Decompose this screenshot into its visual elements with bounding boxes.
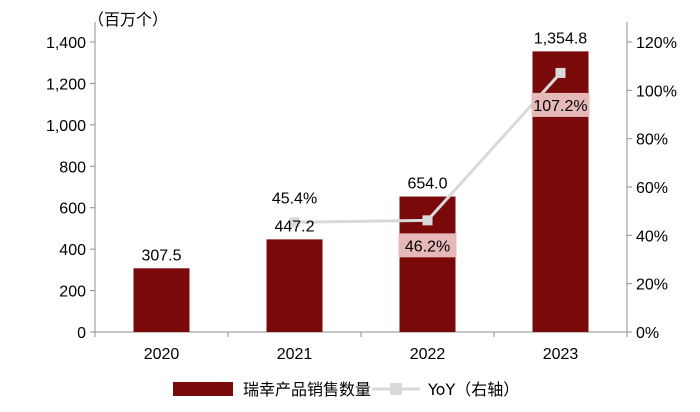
axes: 0 200 400 600 800 1,000 1,200 1,400 0% 20% 40% 60% 8… (46, 22, 677, 363)
bar-value-label: 1,354.8 (534, 30, 587, 47)
y-right-tick-label: 80% (636, 132, 668, 149)
yoy-value-label: 107.2% (533, 98, 587, 115)
y-left-tick-label: 600 (59, 201, 86, 218)
y-left-tick-label: 400 (59, 242, 86, 259)
x-tick-label: 2023 (543, 346, 579, 363)
x-tick-label: 2020 (144, 346, 180, 363)
y-right-tick-label: 100% (636, 83, 677, 100)
y-left-tick-label: 800 (59, 159, 86, 176)
x-tick-label: 2021 (277, 346, 313, 363)
bars (133, 51, 589, 333)
legend-bar-label: 瑞幸产品销售数量 (243, 380, 371, 399)
y-left-tick-label: 1,400 (46, 35, 86, 52)
yoy-point (555, 67, 566, 78)
yoy-point (289, 217, 300, 228)
y-left-tick-label: 0 (77, 325, 86, 342)
yoy-label-box (531, 92, 590, 117)
bar (266, 239, 323, 332)
legend-line-label: YoY（右轴） (427, 380, 519, 399)
bar-value-label: 307.5 (141, 247, 181, 264)
data-labels: 307.5 447.2 654.0 1,354.8 45.4% 46.2% 107.2% (141, 30, 590, 264)
legend: 瑞幸产品销售数量 YoY（右轴） (173, 380, 519, 399)
yoy-label-box (398, 233, 457, 258)
y-right-tick-label: 120% (636, 35, 677, 52)
yoy-value-label: 45.4% (272, 190, 317, 207)
y-right-tick-label: 20% (636, 277, 668, 294)
legend-line-marker (390, 383, 402, 395)
bar-value-label: 447.2 (274, 218, 314, 235)
y-right-tick-label: 0% (636, 325, 659, 342)
bar-value-label: 654.0 (407, 176, 447, 193)
bar (133, 268, 190, 332)
y-right-tick-label: 60% (636, 180, 668, 197)
unit-label: （百万个） (88, 10, 168, 29)
y-right-tick-label: 40% (636, 228, 668, 245)
yoy-value-label: 46.2% (405, 238, 450, 255)
x-tick-label: 2022 (410, 346, 446, 363)
legend-bar-swatch (173, 382, 233, 396)
yoy-point (422, 215, 433, 226)
y-left-tick-label: 1,200 (46, 76, 86, 93)
yoy-line (289, 67, 566, 228)
y-left-tick-label: 200 (59, 284, 86, 301)
y-left-tick-label: 1,000 (46, 118, 86, 135)
